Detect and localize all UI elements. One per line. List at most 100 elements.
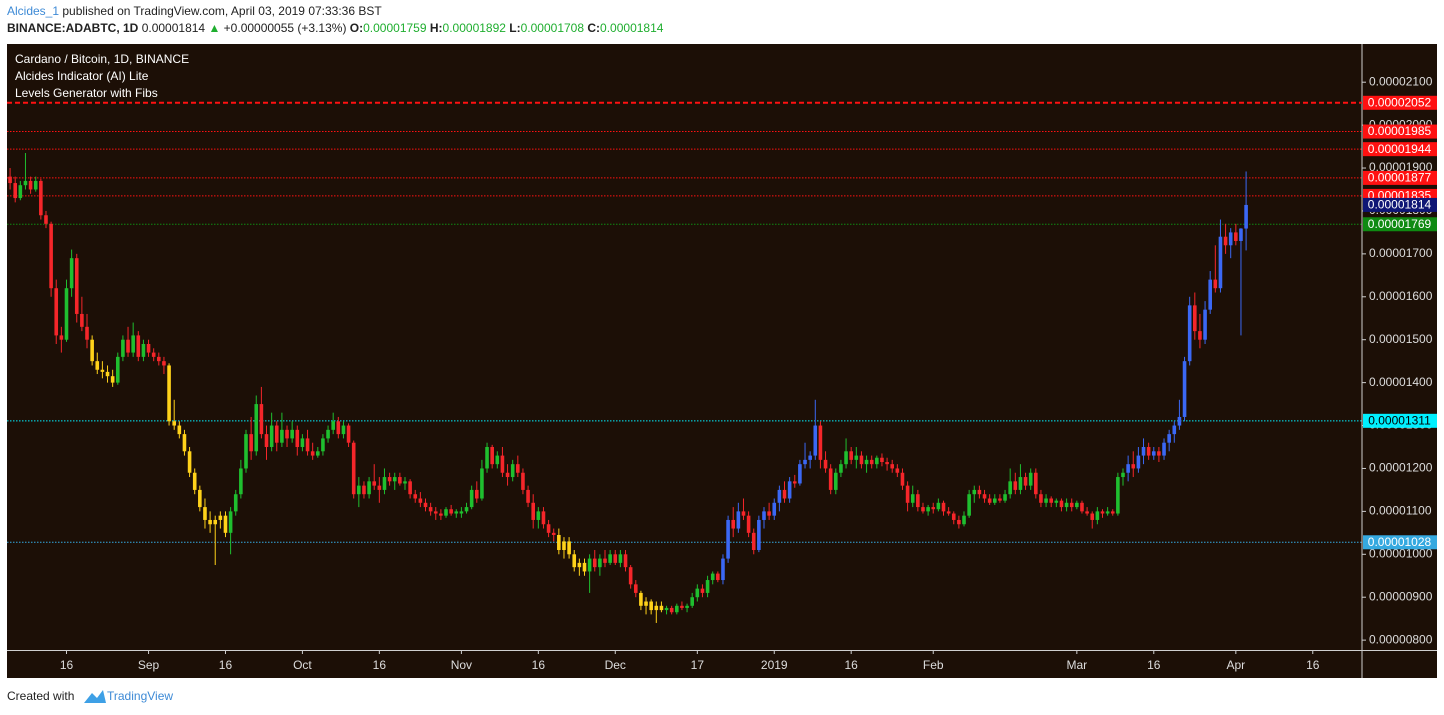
candle-body (249, 434, 253, 452)
candle-body (1187, 305, 1192, 362)
candle-body (905, 485, 910, 503)
candle-body (839, 464, 843, 473)
x-tick-label: 16 (1306, 658, 1320, 672)
candle-body (557, 534, 561, 551)
candle-body (382, 477, 387, 490)
candle-body (828, 468, 833, 490)
author[interactable]: Alcides_1 (7, 4, 59, 18)
ohlc-label: L: (509, 21, 520, 35)
candle-body (1177, 416, 1182, 426)
candle-body (157, 356, 161, 362)
candle-body (633, 584, 638, 593)
ohlc-label: O: (350, 21, 363, 35)
x-tick-label: Oct (293, 658, 312, 672)
candle-body (423, 502, 428, 508)
candle-body (833, 472, 838, 490)
candle-body (341, 425, 346, 435)
candle-body (121, 339, 125, 357)
candle-body (1239, 228, 1243, 241)
candle-body (1193, 305, 1197, 332)
candle-body (23, 180, 28, 186)
candle-body (377, 485, 382, 490)
candle-body (1013, 481, 1018, 490)
candle-body (8, 176, 12, 184)
candle-body (685, 605, 689, 608)
candle-body (910, 494, 915, 503)
candle-body (1008, 481, 1012, 495)
candle-body (598, 558, 602, 568)
level-label: 0.00001877 (1368, 171, 1432, 185)
y-tick-label: 0.00001600 (1369, 289, 1433, 303)
x-tick-label: Apr (1226, 658, 1245, 672)
candle-body (1069, 502, 1074, 508)
candle-body (654, 605, 659, 611)
candle-body (208, 519, 212, 525)
candle-body (223, 515, 228, 533)
candle-body (141, 343, 146, 357)
candle-body (1126, 464, 1130, 473)
candle-body (305, 438, 310, 452)
level-label-bg (1363, 170, 1437, 185)
candle-body (1018, 477, 1023, 490)
y-tick-label: 0.00001700 (1369, 246, 1433, 260)
candle-body (418, 498, 423, 503)
candle-body (916, 494, 920, 508)
candle-body (182, 434, 187, 452)
candle-body (126, 339, 130, 353)
candle-body (346, 425, 351, 443)
candle-body (1059, 500, 1064, 508)
candle-body (849, 451, 853, 460)
candle-body (1110, 511, 1115, 514)
candle-body (105, 371, 110, 377)
overlay: Cardano / Bitcoin, 1D, BINANCE Alcides I… (15, 52, 189, 100)
candle-body (315, 451, 320, 456)
candle-body (951, 513, 956, 520)
candle-body (731, 519, 736, 529)
level-label-bg (1363, 217, 1437, 232)
candle-body (721, 558, 725, 581)
candle-body (1039, 494, 1043, 503)
candle-body (859, 455, 864, 465)
candle-body (351, 442, 356, 495)
candle-body (792, 481, 797, 484)
candle-body (33, 180, 38, 190)
candle-body (736, 511, 741, 529)
candle-body (762, 511, 766, 520)
candle-body (531, 502, 536, 520)
level-label-bg (1363, 413, 1437, 428)
change-arrow: ▲ (208, 21, 220, 35)
ohlc-label: C: (587, 21, 600, 35)
y-tick-label: 0.00001500 (1369, 332, 1433, 346)
level-label: 0.00001769 (1368, 217, 1432, 231)
candle-body (326, 429, 330, 439)
candle-body (787, 481, 792, 499)
candle-body (772, 502, 777, 516)
candle-body (664, 607, 669, 611)
x-tick-label: Feb (923, 658, 944, 672)
candle-body (1244, 204, 1248, 229)
candle-body (290, 429, 294, 439)
candle-body (269, 425, 274, 447)
candle-body (1157, 451, 1161, 456)
candle-body (1172, 425, 1177, 435)
candle-body (536, 511, 541, 520)
logo-shape (84, 690, 106, 703)
level-label-bg (1363, 124, 1437, 139)
candle-body (408, 481, 412, 495)
candle-body (44, 215, 48, 224)
candle-body (274, 425, 279, 443)
candle-body (474, 489, 479, 499)
candle-body (808, 455, 812, 460)
level-label: 0.00001028 (1368, 535, 1432, 549)
tradingview-logo[interactable] (84, 690, 106, 703)
candle-body (1146, 446, 1151, 456)
candle-body (844, 451, 848, 465)
ohlc-value: 0.00001892 (443, 21, 507, 35)
candle-body (449, 509, 453, 514)
footer-brand[interactable]: TradingView (107, 689, 173, 703)
level-label: 0.00001944 (1368, 142, 1432, 156)
candle-body (172, 421, 176, 426)
candle-body (187, 451, 192, 473)
y-tick-label: 0.00001000 (1369, 546, 1433, 560)
candle-body (1223, 236, 1228, 246)
